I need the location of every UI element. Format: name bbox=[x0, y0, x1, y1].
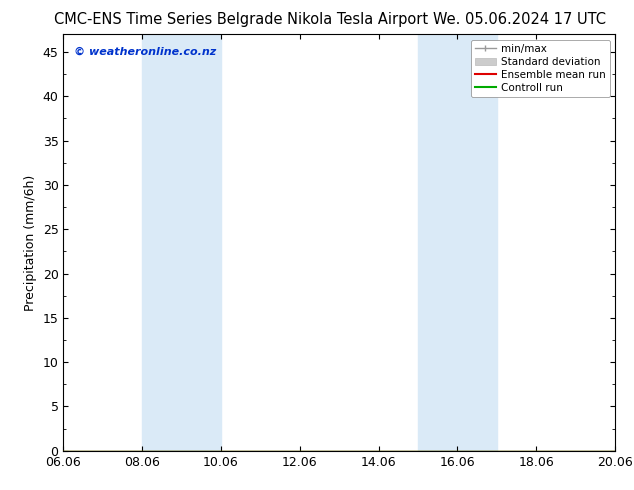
Y-axis label: Precipitation (mm/6h): Precipitation (mm/6h) bbox=[24, 174, 37, 311]
Text: We. 05.06.2024 17 UTC: We. 05.06.2024 17 UTC bbox=[434, 12, 606, 27]
Legend: min/max, Standard deviation, Ensemble mean run, Controll run: min/max, Standard deviation, Ensemble me… bbox=[470, 40, 610, 97]
Bar bbox=[142, 34, 221, 451]
Bar bbox=[457, 34, 497, 451]
Bar bbox=[418, 34, 457, 451]
Text: CMC-ENS Time Series Belgrade Nikola Tesla Airport: CMC-ENS Time Series Belgrade Nikola Tesl… bbox=[54, 12, 428, 27]
Text: © weatheronline.co.nz: © weatheronline.co.nz bbox=[74, 47, 217, 57]
